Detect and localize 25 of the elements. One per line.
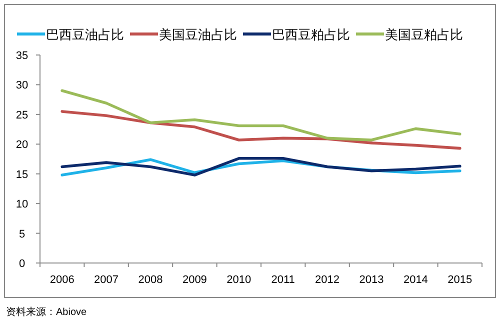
x-tick-label: 2015 (448, 274, 472, 286)
y-tick-label: 35 (16, 50, 28, 62)
x-tick-label: 2010 (226, 274, 252, 286)
text: 资料来源：Abiove (6, 306, 88, 318)
x-tick-label: 2006 (50, 274, 74, 286)
y-tick-label: 10 (16, 198, 28, 211)
y-tick-label: 20 (16, 139, 28, 152)
y-tick-label: 5 (18, 228, 26, 240)
legend-label: 美国豆油占比 (159, 27, 237, 42)
x-tick-label: 2012 (315, 274, 340, 286)
x-tick-label: 2013 (359, 274, 384, 286)
y-tick-label: 25 (16, 109, 28, 122)
legend-label: 美国豆粕占比 (385, 27, 463, 42)
legend-label: 巴西豆粕占比 (272, 27, 350, 42)
x-tick-label: 2007 (94, 274, 119, 286)
y-tick-label: 15 (16, 168, 28, 181)
y-tick-label: 30 (16, 80, 28, 92)
legend-label: 巴西豆油占比 (46, 27, 124, 42)
x-tick-label: 2008 (138, 274, 163, 286)
x-tick-label: 2014 (403, 274, 428, 286)
x-tick-label: 2011 (271, 274, 295, 286)
y-tick-label: 0 (18, 258, 26, 270)
line-series (60, 110, 462, 150)
x-tick-label: 2009 (182, 274, 207, 286)
line-series (60, 89, 462, 142)
